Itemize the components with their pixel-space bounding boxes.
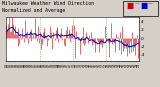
- Text: ■: ■: [126, 1, 134, 10]
- Text: ■: ■: [141, 1, 148, 10]
- Text: —: —: [134, 1, 139, 6]
- Text: Normalized and Average: Normalized and Average: [2, 8, 65, 13]
- Text: Milwaukee Weather Wind Direction: Milwaukee Weather Wind Direction: [2, 1, 94, 6]
- Text: —: —: [148, 1, 153, 6]
- Text: ■: ■: [126, 1, 134, 10]
- Text: ■: ■: [141, 1, 148, 10]
